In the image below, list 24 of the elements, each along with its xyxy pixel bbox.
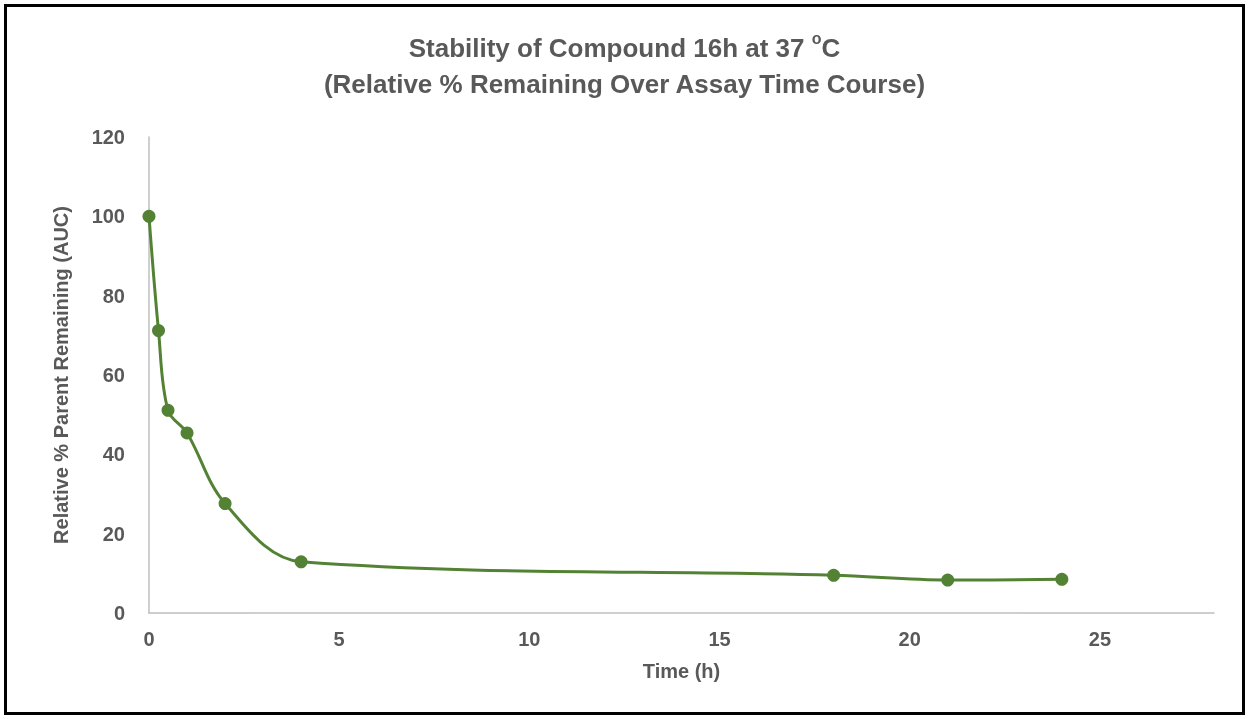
x-tick-label: 0	[143, 628, 155, 650]
point	[1055, 572, 1069, 586]
y-tick-label: 20	[102, 522, 125, 545]
y-tick-label: 0	[113, 602, 125, 624]
y-tick-label: 120	[91, 126, 125, 148]
y-axis-title: Relative % Parent Remaining (AUC)	[50, 206, 72, 544]
x-tick-label: 20	[898, 628, 921, 650]
y-tick-label: 100	[91, 205, 125, 228]
point	[161, 403, 175, 417]
x-tick-label: 15	[708, 628, 731, 650]
point	[941, 573, 955, 587]
y-tick-label: 60	[102, 364, 125, 386]
x-tick-label: 5	[333, 628, 345, 650]
point	[142, 209, 156, 223]
point	[152, 324, 166, 338]
y-tick-label: 80	[102, 284, 125, 307]
point	[180, 426, 194, 440]
x-tick-label: 25	[1088, 628, 1112, 650]
point	[294, 555, 308, 569]
point	[218, 497, 232, 511]
x-axis-title: Time (h)	[642, 660, 721, 682]
y-tick-label: 40	[102, 443, 125, 466]
x-tick-label: 10	[518, 628, 541, 650]
point	[827, 568, 841, 582]
